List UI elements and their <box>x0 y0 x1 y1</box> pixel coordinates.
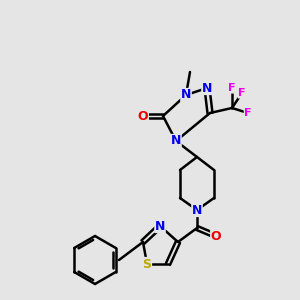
Text: F: F <box>228 83 236 93</box>
Text: N: N <box>181 88 191 101</box>
Text: F: F <box>244 108 252 118</box>
Text: S: S <box>142 257 152 271</box>
Text: N: N <box>155 220 165 232</box>
Text: N: N <box>171 134 181 148</box>
Text: N: N <box>202 82 212 94</box>
Text: F: F <box>238 88 246 98</box>
Text: O: O <box>138 110 148 122</box>
Text: O: O <box>211 230 221 242</box>
Text: N: N <box>192 203 202 217</box>
